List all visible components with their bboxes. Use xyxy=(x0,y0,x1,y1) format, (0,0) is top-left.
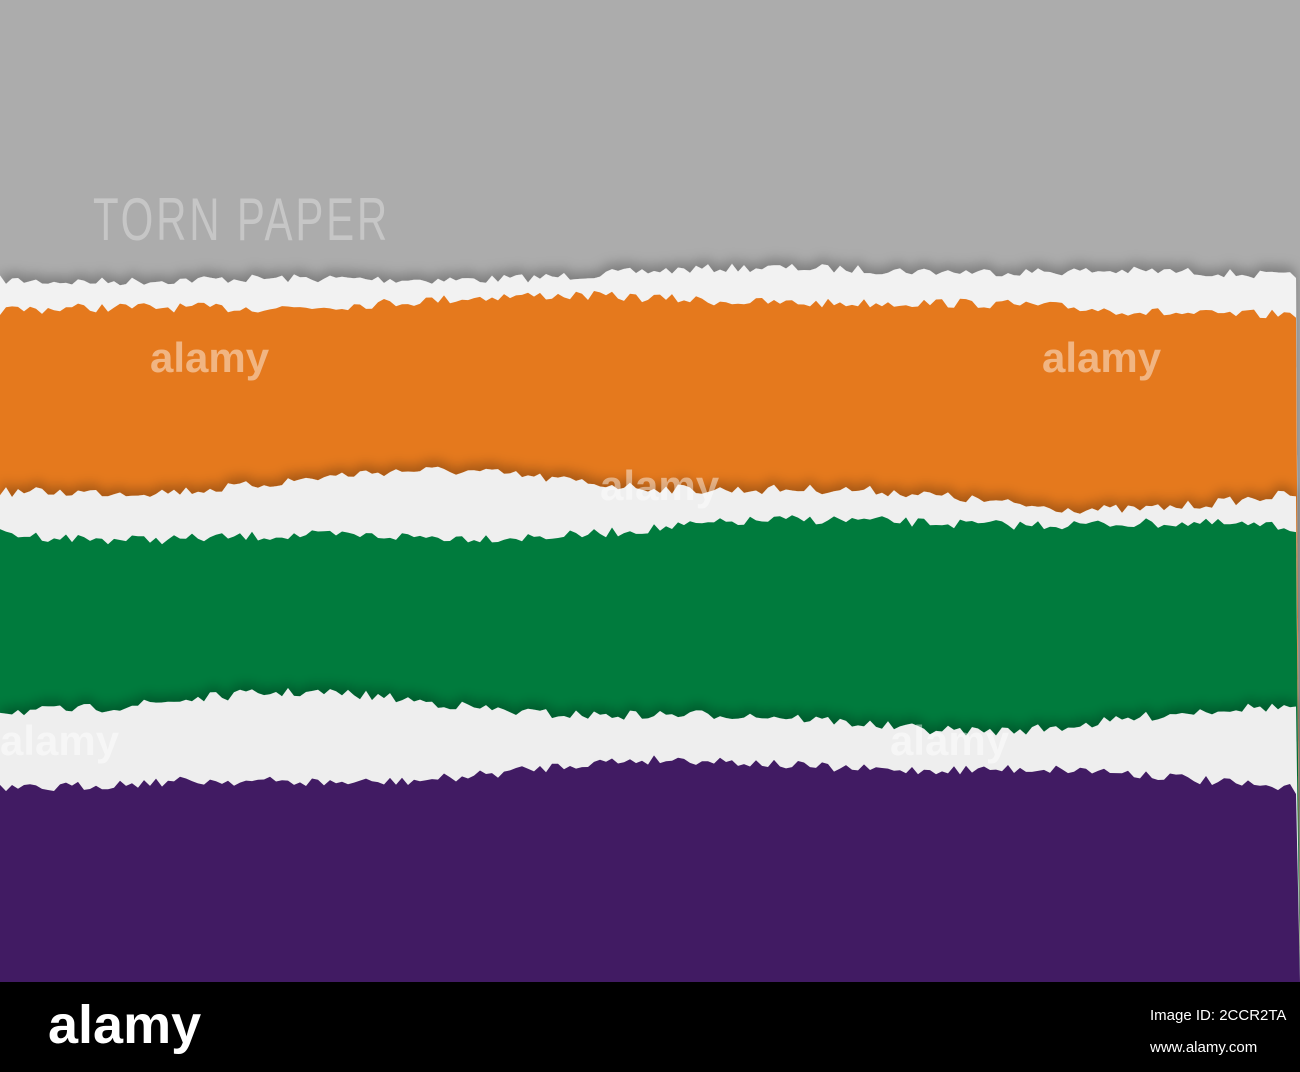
title: TORN PAPER xyxy=(93,186,390,253)
torn-layers xyxy=(0,263,1300,982)
footer-bar xyxy=(0,982,1300,1072)
purple-band xyxy=(0,755,1300,982)
footer-url: www.alamy.com xyxy=(1149,1039,1257,1056)
watermark: alamy xyxy=(1042,334,1162,381)
footer-logo: alamy xyxy=(48,995,201,1055)
watermark: alamy xyxy=(150,334,270,381)
watermark: alamy xyxy=(600,462,720,509)
image-id: Image ID: 2CCR2TA xyxy=(1150,1007,1286,1024)
watermark: alamy xyxy=(890,717,1010,764)
watermark: alamy xyxy=(0,717,120,764)
watermarks: alamy alamy alamy alamy alamy xyxy=(0,334,1162,764)
